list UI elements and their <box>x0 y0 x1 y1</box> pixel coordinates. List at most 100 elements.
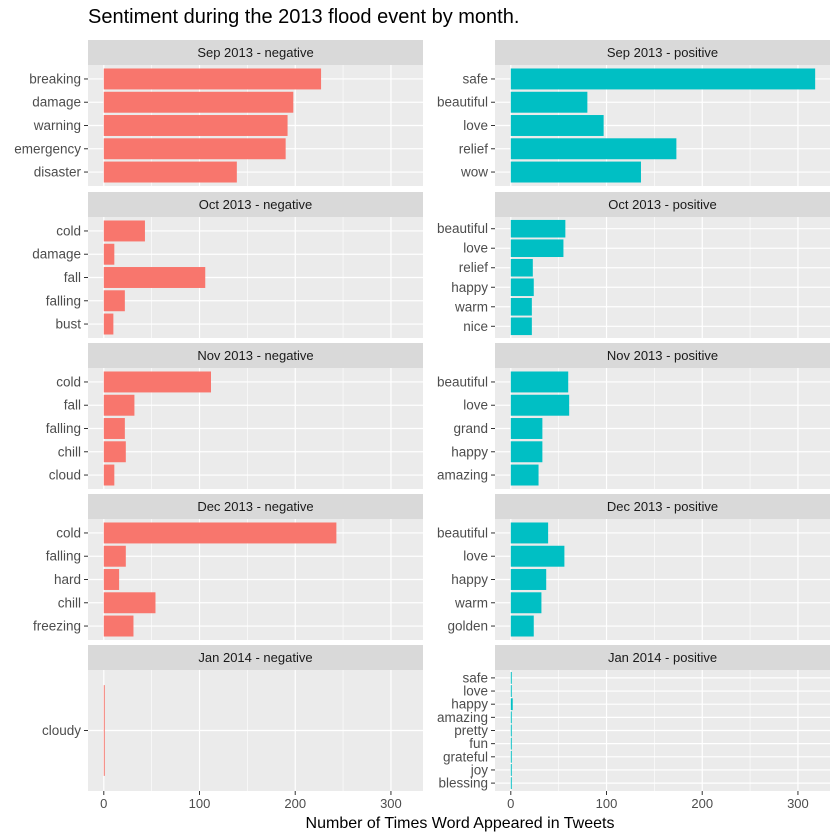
y-tick-label: joy <box>470 762 489 777</box>
chart-title: Sentiment during the 2013 flood event by… <box>88 6 520 28</box>
bar <box>510 297 532 316</box>
bar <box>510 711 512 724</box>
y-tick-label: fun <box>469 736 488 751</box>
bar <box>510 239 564 258</box>
facet-strip <box>495 192 830 217</box>
bar <box>510 569 547 590</box>
y-tick-label: hard <box>54 572 81 587</box>
x-tick-label: 0 <box>100 796 107 811</box>
y-tick-label: happy <box>451 280 488 295</box>
y-tick-label: happy <box>451 572 488 587</box>
y-tick-label: wow <box>460 165 488 180</box>
y-tick-label: fall <box>64 270 81 285</box>
y-tick-label: chill <box>58 444 81 459</box>
y-tick-label: safe <box>462 670 488 685</box>
y-tick-label: beautiful <box>437 95 488 110</box>
bar <box>510 115 604 136</box>
facet-strip-label: Dec 2013 - positive <box>607 499 718 514</box>
bar <box>510 615 534 637</box>
facet-strip <box>495 40 830 65</box>
bar <box>510 418 543 439</box>
bar <box>103 592 156 614</box>
bar <box>103 290 125 312</box>
y-tick-label: emergency <box>14 141 81 156</box>
y-tick-label: pretty <box>454 723 488 738</box>
facet-strip-label: Oct 2013 - negative <box>199 197 312 212</box>
x-tick-label: 300 <box>380 796 402 811</box>
y-tick-label: amazing <box>437 710 488 725</box>
bar <box>510 138 677 160</box>
y-tick-label: chill <box>58 595 81 610</box>
bar <box>103 161 237 183</box>
bar <box>103 464 115 486</box>
y-tick-label: grand <box>453 421 488 436</box>
bar <box>510 371 569 393</box>
y-tick-label: disaster <box>34 165 82 180</box>
y-tick-label: love <box>463 684 488 699</box>
facet-strip-label: Jan 2014 - negative <box>198 650 312 665</box>
bar <box>510 522 549 544</box>
y-tick-label: amazing <box>437 468 488 483</box>
bar <box>510 545 565 567</box>
y-tick-label: warm <box>454 595 488 610</box>
y-tick-label: beautiful <box>437 221 488 236</box>
bar <box>510 464 539 486</box>
y-tick-label: damage <box>32 247 81 262</box>
y-tick-label: safe <box>462 71 488 86</box>
bar <box>103 569 120 590</box>
facet-strip <box>88 494 423 519</box>
bar <box>510 671 512 684</box>
x-tick-label: 300 <box>787 796 809 811</box>
y-tick-label: blessing <box>438 776 488 791</box>
bar <box>103 545 126 567</box>
bar <box>103 91 294 113</box>
y-tick-label: bust <box>55 317 81 332</box>
facet-strip-label: Sep 2013 - negative <box>197 45 313 60</box>
y-tick-label: happy <box>451 444 488 459</box>
bar <box>510 724 512 737</box>
bar <box>103 394 135 416</box>
y-tick-label: warm <box>454 299 488 314</box>
x-tick-label: 200 <box>691 796 713 811</box>
facet-strip <box>495 494 830 519</box>
y-tick-label: relief <box>459 260 489 275</box>
y-tick-label: warning <box>33 118 81 133</box>
y-tick-label: beautiful <box>437 525 488 540</box>
bar <box>103 313 114 335</box>
x-tick-label: 200 <box>284 796 306 811</box>
bar <box>510 161 641 183</box>
facet-strip-label: Dec 2013 - negative <box>197 499 313 514</box>
bar <box>510 278 534 297</box>
bar <box>103 115 288 136</box>
y-tick-label: damage <box>32 95 81 110</box>
x-tick-label: 0 <box>507 796 514 811</box>
y-tick-label: fall <box>64 398 81 413</box>
y-tick-label: love <box>463 241 488 256</box>
y-tick-label: freezing <box>33 619 81 634</box>
y-tick-label: nice <box>463 319 488 334</box>
y-tick-label: falling <box>46 293 81 308</box>
bar <box>510 737 512 750</box>
y-tick-label: cold <box>56 525 81 540</box>
y-tick-label: relief <box>459 141 489 156</box>
bar <box>103 138 286 160</box>
facet-strip-label: Oct 2013 - positive <box>608 197 716 212</box>
facet-strip <box>88 40 423 65</box>
bar <box>103 68 322 90</box>
bar <box>103 267 206 288</box>
facet-strip-label: Jan 2014 - positive <box>608 650 717 665</box>
y-tick-label: cold <box>56 374 81 389</box>
y-tick-label: love <box>463 398 488 413</box>
bar <box>103 220 145 242</box>
bar <box>510 219 566 238</box>
bar <box>510 394 570 416</box>
y-tick-label: beautiful <box>437 374 488 389</box>
y-tick-label: breaking <box>29 71 81 86</box>
bar <box>510 258 533 277</box>
y-tick-label: love <box>463 549 488 564</box>
y-tick-label: happy <box>451 697 488 712</box>
facet-strip-label: Nov 2013 - negative <box>197 348 313 363</box>
bar <box>510 685 512 697</box>
facet-strip <box>88 645 423 670</box>
bar <box>103 441 126 463</box>
